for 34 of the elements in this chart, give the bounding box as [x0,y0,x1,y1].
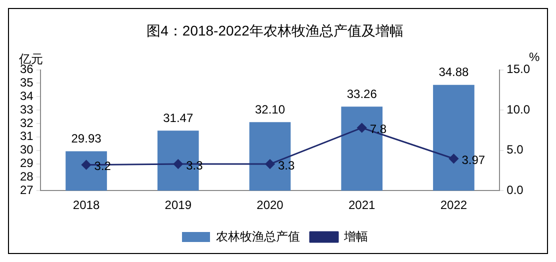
data-label: 3.2 [94,159,112,174]
y-tick-label: 27 [20,182,34,197]
y-tick-label: 28 [20,169,34,184]
legend-label: 农林牧渔总产值 [216,229,300,244]
chart-title: 图4：2018-2022年农林牧渔总产值及增幅 [146,22,404,38]
y2-tick-label: 15.0 [506,62,530,76]
y2-axis-title: % [529,50,540,64]
data-label: 31.47 [163,110,194,125]
x-tick-label: 2020 [256,198,284,212]
data-label: 3.3 [186,158,204,172]
y-tick-label: 32 [20,116,34,130]
data-label: 29.93 [71,132,102,146]
y2-tick-label: 10.0 [506,102,530,116]
y2-tick-label: 5.0 [506,142,524,157]
x-tick-label: 2019 [164,198,192,212]
legend-label: 增幅 [343,229,368,244]
x-tick-label: 2021 [348,198,376,212]
data-label: 33.26 [346,86,378,101]
point [357,123,367,133]
y-tick-label: 34 [20,88,34,103]
point [173,159,183,169]
x-tick-label: 2018 [72,198,100,212]
y-tick-label: 35 [20,76,34,90]
y2-tick-label: 0.0 [506,182,524,197]
data-label: 32.10 [254,102,286,116]
point [82,160,92,170]
y-tick-label: 29 [20,156,34,170]
point [265,159,275,169]
x-tick-label: 2022 [440,198,468,212]
y-tick-label: 33 [20,102,34,116]
point [448,154,458,164]
y-tick-label: 31 [20,129,34,144]
data-label: 34.88 [438,65,470,80]
y-tick-label: 30 [20,142,34,157]
